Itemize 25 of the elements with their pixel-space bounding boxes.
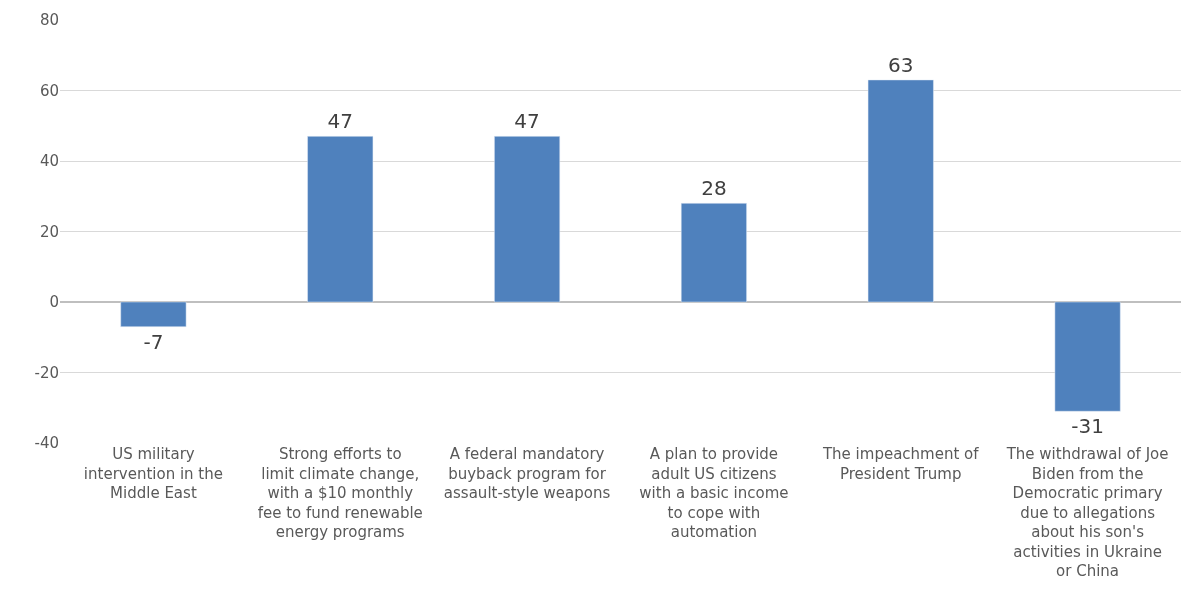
y-tick-label: 60 [39, 81, 59, 100]
bar [494, 136, 561, 303]
data-label: -7 [143, 329, 164, 354]
bar [867, 79, 934, 303]
y-tick-label: -40 [34, 434, 59, 453]
data-label: 28 [701, 176, 727, 201]
data-label: 63 [888, 52, 914, 77]
x-tick-label: The withdrawal of Joe Biden from the Democratic primary due to allegations about his son's activities in Ukraine or China [1005, 445, 1169, 580]
y-tick-label: 0 [49, 293, 59, 312]
x-tick-label: A plan to provide adult US citizens with a basic income to cope with automation [639, 445, 789, 541]
x-tick-label: The impeachment of President Trump [821, 445, 980, 483]
bar [307, 136, 374, 303]
x-tick-label: A federal mandatory buyback program for assault-style weapons [443, 445, 611, 502]
y-tick-label: -20 [34, 363, 59, 382]
data-label: -31 [1071, 414, 1104, 439]
bar [120, 301, 187, 327]
x-tick-label: US military intervention in the Middle East [83, 445, 223, 502]
x-tick-label: Strong efforts to limit climate change, with a $10 monthly fee to fund renewable energy programs [257, 445, 423, 541]
bar [1054, 301, 1121, 412]
y-tick-label: 80 [39, 11, 59, 30]
y-tick-label: 40 [39, 152, 59, 171]
data-label: 47 [514, 109, 540, 134]
data-label: 47 [327, 109, 353, 134]
bar [680, 203, 747, 303]
y-tick-label: 20 [39, 222, 59, 241]
